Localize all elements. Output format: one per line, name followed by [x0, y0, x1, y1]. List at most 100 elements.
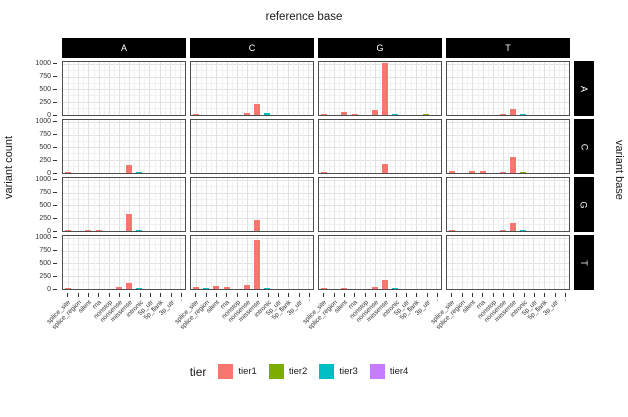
v-gridline [374, 62, 376, 115]
v-gridline [113, 178, 115, 231]
v-gridline [216, 120, 218, 173]
x-tick-mark [118, 293, 120, 297]
v-gridline [374, 120, 376, 173]
facet-grid: A C G T 0 250 500 750 1000 A 0 250 500 750 1000 C 0 250 50… [14, 38, 594, 355]
v-gridline [385, 178, 387, 231]
v-gridline [267, 120, 269, 173]
v-gridline [241, 120, 243, 173]
v-gridline [553, 120, 555, 173]
v-gridline [174, 62, 176, 115]
v-gridline [211, 120, 213, 173]
y-tick-mark [53, 250, 57, 252]
bar [126, 282, 133, 289]
x-tick-mark [129, 293, 131, 297]
x-tick-mark [180, 293, 182, 297]
row-facet-label: G [578, 200, 589, 209]
v-gridline [93, 62, 95, 115]
v-gridline [282, 236, 284, 289]
y-tick-mark [53, 192, 57, 194]
v-gridline [482, 62, 484, 115]
v-gridline [108, 178, 110, 231]
x-tick-mark [405, 293, 407, 297]
v-gridline [435, 62, 437, 115]
v-gridline [206, 236, 208, 289]
chart-title: reference base [265, 11, 343, 23]
x-tick-mark [374, 293, 376, 297]
v-gridline [211, 62, 213, 115]
legend-swatch [369, 364, 385, 379]
v-gridline [221, 120, 223, 173]
v-gridline [179, 120, 181, 173]
bar [449, 230, 456, 231]
axis-corner [14, 38, 58, 58]
v-gridline [385, 120, 387, 173]
v-gridline [124, 236, 125, 289]
v-gridline [144, 120, 146, 173]
bar [136, 172, 143, 173]
v-gridline [374, 178, 376, 231]
v-gridline [513, 178, 515, 231]
row-facet-strip: T [574, 235, 594, 290]
v-gridline [334, 236, 336, 289]
y-tick-mark [53, 231, 57, 232]
v-gridline [374, 236, 376, 289]
v-gridline [364, 236, 366, 289]
v-gridline [548, 62, 550, 115]
v-gridline [528, 236, 530, 289]
legend-item: tier2 [268, 364, 307, 379]
v-gridline [118, 178, 120, 231]
v-gridline [492, 178, 494, 231]
y-tick-label: 500 [39, 144, 51, 152]
v-gridline [129, 120, 131, 173]
v-gridline [68, 236, 70, 289]
v-gridline [159, 120, 161, 173]
bar [85, 229, 92, 231]
bar [341, 288, 348, 289]
v-gridline [174, 178, 176, 231]
row-facet-strip: G [574, 177, 594, 232]
v-gridline [410, 62, 412, 115]
y-tick-label: 750 [39, 131, 51, 139]
v-gridline [144, 62, 146, 115]
bar [341, 112, 348, 115]
v-gridline [124, 62, 125, 115]
v-gridline [236, 62, 238, 115]
v-gridline [558, 62, 560, 115]
v-gridline [83, 120, 85, 173]
v-gridline [68, 178, 70, 231]
v-gridline [472, 120, 474, 173]
v-gridline [553, 62, 555, 115]
y-tick-mark [53, 218, 57, 220]
v-gridline [467, 236, 469, 289]
v-gridline [236, 236, 238, 289]
x-tick-mark [354, 293, 356, 297]
v-gridline [83, 236, 85, 289]
v-gridline [103, 236, 105, 289]
v-gridline [329, 178, 331, 231]
v-gridline [83, 178, 85, 231]
legend-swatch [268, 364, 284, 379]
v-gridline [425, 236, 427, 289]
facet-panel [446, 235, 570, 290]
x-tick-mark [461, 293, 463, 297]
legend-label: tier1 [238, 366, 257, 377]
v-gridline [179, 178, 181, 231]
x-axis-spacer [574, 293, 594, 355]
facet-panel [62, 119, 186, 174]
x-tick-mark [502, 293, 504, 297]
v-gridline [425, 120, 427, 173]
v-gridline [400, 120, 402, 173]
x-tick-mark [77, 293, 79, 297]
y-tick-label: 0 [47, 228, 51, 235]
v-gridline [339, 178, 341, 231]
bar [321, 288, 328, 289]
bar [254, 239, 261, 289]
y-tick-label: 250 [39, 273, 51, 281]
bar [126, 213, 133, 231]
x-tick-mark [451, 293, 453, 297]
x-tick-mark [533, 293, 535, 297]
v-gridline [513, 236, 515, 289]
y-tick-label: 0 [47, 112, 51, 119]
v-gridline [553, 178, 555, 231]
